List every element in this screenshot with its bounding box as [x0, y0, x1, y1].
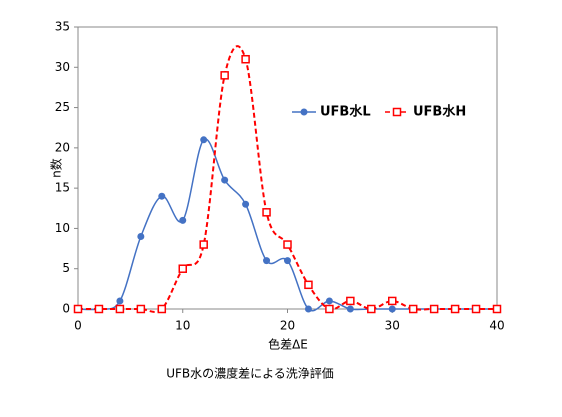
- x-axis-label: 色差ΔE: [268, 338, 308, 352]
- marker: [367, 304, 376, 314]
- marker: [200, 136, 208, 144]
- marker: [73, 304, 83, 314]
- marker: [346, 305, 354, 313]
- plot-frame: [77, 26, 498, 310]
- marker: [178, 264, 187, 273]
- x-tick-label: 0: [74, 319, 82, 333]
- marker: [179, 216, 187, 224]
- marker: [242, 200, 250, 208]
- marker: [263, 257, 271, 265]
- marker: [115, 304, 125, 314]
- marker: [116, 297, 124, 305]
- series-line: [78, 45, 497, 313]
- marker: [220, 71, 229, 80]
- marker: [94, 304, 104, 314]
- marker: [304, 280, 313, 290]
- marker: [492, 304, 502, 314]
- marker: [241, 54, 250, 64]
- marker: [158, 192, 166, 200]
- marker: [221, 176, 229, 184]
- y-tick-label: 10: [55, 221, 70, 235]
- y-tick-label: 25: [55, 100, 70, 114]
- marker: [137, 232, 145, 240]
- x-tick-label: 10: [175, 319, 190, 333]
- marker: [471, 304, 481, 314]
- legend-label: UFB水H: [413, 104, 466, 120]
- marker: [388, 296, 397, 306]
- marker: [262, 208, 271, 217]
- marker: [429, 304, 439, 314]
- marker: [408, 304, 418, 314]
- marker: [284, 257, 291, 265]
- marker: [325, 304, 334, 314]
- y-tick-label: 30: [55, 60, 70, 74]
- series-line: [77, 138, 497, 312]
- y-axis-label: n数: [49, 158, 64, 178]
- marker: [346, 296, 355, 306]
- legend-marker: [300, 108, 308, 116]
- legend-label: UFB水L: [320, 104, 371, 120]
- x-tick-label: 40: [489, 319, 504, 333]
- y-tick-label: 5: [62, 261, 70, 275]
- marker: [388, 305, 396, 313]
- y-tick-label: 0: [62, 302, 70, 316]
- marker: [304, 305, 312, 313]
- x-tick-label: 20: [280, 319, 295, 333]
- marker: [136, 304, 146, 314]
- marker: [283, 240, 292, 249]
- x-tick-label: 30: [385, 319, 400, 333]
- y-tick-label: 35: [55, 20, 70, 34]
- marker: [325, 297, 333, 305]
- marker: [199, 240, 208, 249]
- legend-marker: [392, 107, 402, 117]
- y-tick-label: 15: [55, 181, 70, 195]
- y-tick-label: 20: [55, 140, 70, 154]
- marker: [157, 304, 167, 314]
- marker: [450, 304, 460, 314]
- chart-title: UFB水の濃度差による洗浄評価: [166, 366, 334, 381]
